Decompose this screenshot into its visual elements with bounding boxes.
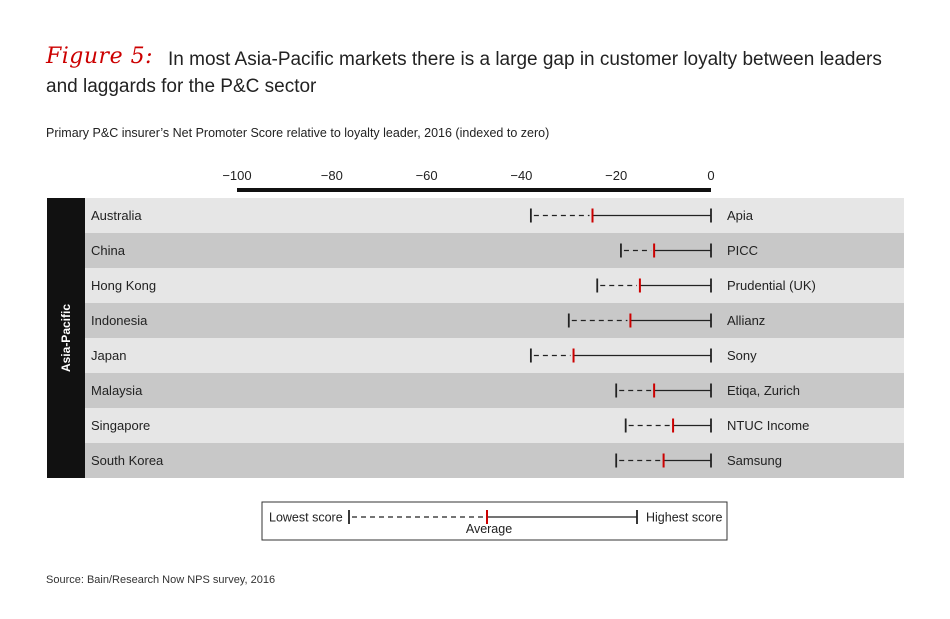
row-band (85, 408, 904, 443)
x-tick-label: −100 (222, 168, 251, 183)
market-label: China (91, 243, 126, 258)
figure-title: In most Asia-Pacific markets there is a … (46, 46, 916, 100)
row-band (85, 198, 904, 233)
source-note: Source: Bain/Research Now NPS survey, 20… (46, 574, 276, 586)
leader-label: Prudential (UK) (727, 278, 816, 293)
legend-box (261, 501, 728, 541)
market-label: South Korea (91, 453, 164, 468)
row-band (85, 338, 904, 373)
market-label: Japan (91, 348, 126, 363)
market-label: Indonesia (91, 313, 148, 328)
chart-subtitle: Primary P&C insurer’s Net Promoter Score… (46, 126, 550, 140)
x-tick-label: −60 (416, 168, 438, 183)
x-tick-label: −80 (321, 168, 343, 183)
legend-average-label: Average (466, 522, 512, 536)
x-tick-label: −20 (605, 168, 627, 183)
x-tick-label: 0 (707, 168, 714, 183)
leader-label: Samsung (727, 453, 782, 468)
x-tick-label: −40 (510, 168, 532, 183)
market-label: Hong Kong (91, 278, 156, 293)
figure-title-text: In most Asia-Pacific markets there is a … (46, 49, 882, 97)
row-band (85, 303, 904, 338)
leader-label: Sony (727, 348, 757, 363)
legend-highest-label: Highest score (646, 511, 722, 525)
market-label: Australia (91, 208, 142, 223)
market-label: Singapore (91, 418, 150, 433)
row-band (85, 373, 904, 408)
market-label: Malaysia (91, 383, 143, 398)
group-bar (47, 198, 85, 478)
figure-label: Figure 5: (46, 44, 153, 69)
row-band (85, 233, 904, 268)
leader-label: Allianz (727, 313, 765, 328)
leader-label: PICC (727, 243, 758, 258)
legend-lowest-label: Lowest score (269, 511, 343, 525)
group-label: Asia-Pacific (59, 304, 73, 372)
row-band (85, 268, 904, 303)
leader-label: Etiqa, Zurich (727, 383, 800, 398)
row-band (85, 443, 904, 478)
leader-label: NTUC Income (727, 418, 809, 433)
leader-label: Apia (727, 208, 754, 223)
